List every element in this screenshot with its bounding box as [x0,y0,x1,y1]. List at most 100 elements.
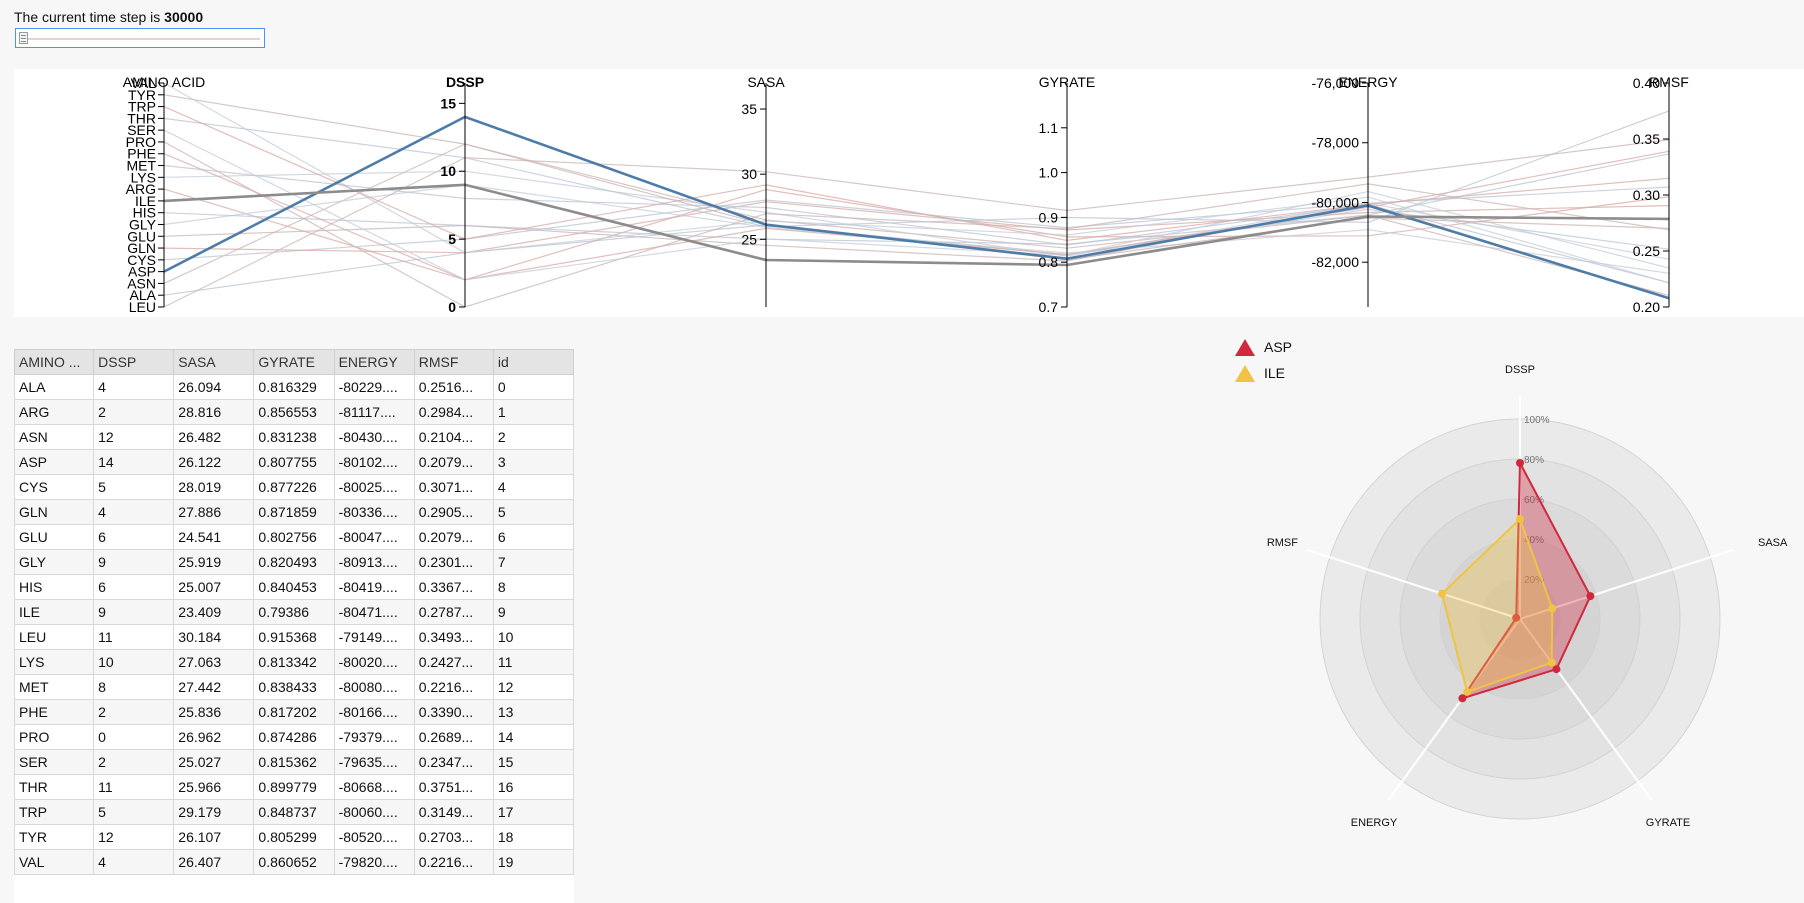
table-row[interactable]: ASN 12 26.482 0.831238 -80430.... 0.2104... 2 [13,424,575,450]
radar-point [1516,459,1524,467]
table-cell: -80520.... [333,824,415,850]
table-cell: ALA [13,374,95,400]
tick-label: -80,000 [1312,194,1360,210]
radar-point [1547,658,1556,667]
table-cell: 4 [492,474,575,500]
time-step-value: 30000 [164,9,204,25]
table-cell: 30.184 [173,624,255,650]
table-cell: 0.816329 [253,374,335,400]
table-row[interactable]: SER 2 25.027 0.815362 -79635.... 0.2347... 15 [13,749,575,775]
column-header[interactable]: RMSF [413,349,494,375]
column-header[interactable]: SASA [173,349,255,375]
table-row[interactable]: CYS 5 28.019 0.877226 -80025.... 0.3071... 4 [13,474,575,500]
table-cell: -80913.... [333,549,415,575]
data-table[interactable]: AMINO ... DSSP SASA GYRATE ENERGY RMSF id ALA 4… [13,349,575,903]
tick-label: 10 [440,163,456,179]
table-cell: 0.2079... [413,524,494,550]
table-cell: -80430.... [333,424,415,450]
table-cell: 25.966 [173,774,255,800]
tick-label: 0 [448,299,456,315]
table-cell: -80229.... [333,374,415,400]
table-row[interactable]: THR 11 25.966 0.899779 -80668.... 0.3751... 16 [13,774,575,800]
time-step-slider[interactable] [15,28,265,48]
slider-thumb[interactable] [19,32,28,44]
table-cell: -80668.... [333,774,415,800]
radar-point [1548,604,1557,613]
tick-label: SER [127,122,156,138]
table-cell: VAL [13,849,95,875]
column-header[interactable]: GYRATE [253,349,335,375]
table-cell: 27.886 [173,499,255,525]
column-header[interactable]: AMINO ... [13,349,95,375]
parallel-coordinates-chart[interactable]: AMINO ACID VAL TYR TRP THR SER PRO PHE MET LYS ARG… [14,69,1804,317]
table-row[interactable]: GLY 9 25.919 0.820493 -80913.... 0.2301... 7 [13,549,575,575]
legend-label: ASP [1264,339,1293,355]
table-cell: 26.122 [173,449,255,475]
table-cell: 0.848737 [253,799,335,825]
table-cell: 19 [492,849,575,875]
table-cell: 0.871859 [253,499,335,525]
table-row[interactable]: VAL 4 26.407 0.860652 -79820.... 0.2216... 19 [13,849,575,875]
table-cell: 0.807755 [253,449,335,475]
table-cell: 6 [93,574,175,600]
table-row[interactable]: ALA 4 26.094 0.816329 -80229.... 0.2516... 0 [13,374,575,400]
column-header[interactable]: id [492,349,575,375]
tick-label: TRP [128,99,156,115]
tick-label: ALA [130,287,157,303]
table-cell: 0 [492,374,575,400]
table-cell: 9 [492,599,575,625]
triangle-icon [1235,364,1255,382]
table-cell: 8 [492,574,575,600]
table-row[interactable]: LEU 11 30.184 0.915368 -79149.... 0.3493... 10 [13,624,575,650]
radar-axis-label: GYRATE [1646,817,1690,829]
radar-level-label: 100% [1524,415,1550,426]
tick-label: 0.7 [1039,299,1059,315]
table-row[interactable]: ARG 2 28.816 0.856553 -81117.... 0.2984... 1 [13,399,575,425]
table-cell: 0.2905... [413,499,494,525]
table-row[interactable]: PRO 0 26.962 0.874286 -79379.... 0.2689... 14 [13,724,575,750]
table-cell: 7 [492,549,575,575]
tick-label: CYS [127,252,156,268]
table-cell: -80047.... [333,524,415,550]
tick-label: ASP [128,264,156,280]
table-row[interactable]: GLN 4 27.886 0.871859 -80336.... 0.2905... 5 [13,499,575,525]
legend-item-asp[interactable]: ASP [1235,334,1292,360]
axis-title: AMINO ACID [123,74,205,90]
table-cell: 29.179 [173,799,255,825]
table-cell: 0.813342 [253,649,335,675]
table-row[interactable]: PHE 2 25.836 0.817202 -80166.... 0.3390... 13 [13,699,575,725]
table-cell: 26.107 [173,824,255,850]
table-row[interactable]: MET 8 27.442 0.838433 -80080.... 0.2216... 12 [13,674,575,700]
pc-line [163,106,1670,242]
legend-item-ile[interactable]: ILE [1235,360,1292,386]
table-cell: GLN [13,499,95,525]
table-cell: 27.442 [173,674,255,700]
table-row[interactable]: ASP 14 26.122 0.807755 -80102.... 0.2079... 3 [13,449,575,475]
table-row[interactable]: ILE 9 23.409 0.79386 -80471.... 0.2787... 9 [13,599,575,625]
table-cell: PRO [13,724,95,750]
table-row[interactable]: GLU 6 24.541 0.802756 -80047.... 0.2079... 6 [13,524,575,550]
table-cell: 27.063 [173,649,255,675]
table-cell: -79820.... [333,849,415,875]
table-cell: 0.2079... [413,449,494,475]
table-cell: 0.2216... [413,674,494,700]
radar-chart: 20% 40% 60% 80% 100% DSSP SASA GYRATE ENERGY RMSF [1267,364,1788,829]
time-step-text: The current time step is 30000 [14,9,203,25]
table-cell: THR [13,774,95,800]
table-cell: -80471.... [333,599,415,625]
table-cell: TRP [13,799,95,825]
tick-label: -82,000 [1312,254,1360,270]
axis-title: RMSF [1649,74,1689,90]
table-cell: -80020.... [333,649,415,675]
table-cell: 6 [93,524,175,550]
pc-line [163,82,1670,284]
column-header[interactable]: ENERGY [333,349,415,375]
tick-label: PRO [126,134,156,150]
column-header[interactable]: DSSP [93,349,175,375]
pc-line [163,116,1670,299]
table-row[interactable]: LYS 10 27.063 0.813342 -80020.... 0.2427... 11 [13,649,575,675]
table-row[interactable]: HIS 6 25.007 0.840453 -80419.... 0.3367... 8 [13,574,575,600]
table-row[interactable]: TRP 5 29.179 0.848737 -80060.... 0.3149... 17 [13,799,575,825]
table-cell: 0.3390... [413,699,494,725]
table-row[interactable]: TYR 12 26.107 0.805299 -80520.... 0.2703... 18 [13,824,575,850]
